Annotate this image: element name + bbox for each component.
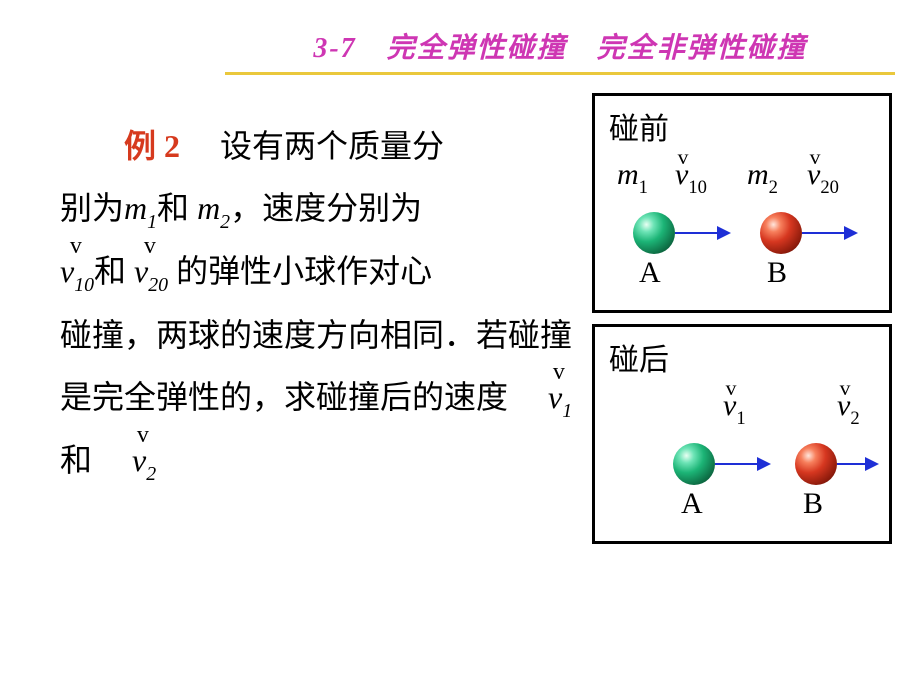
symbol-v10: vv10 bbox=[60, 240, 94, 303]
ball-a-before bbox=[633, 212, 675, 254]
symbol-v20: vv20 bbox=[134, 240, 168, 303]
example-number: 例 2 bbox=[124, 128, 180, 164]
arrow-a-before bbox=[675, 232, 729, 234]
symbol-m2: m2 bbox=[197, 190, 230, 226]
text-seg: 和 bbox=[157, 190, 189, 226]
text-seg: 碰撞，两球的速度方向相同．若碰撞是完全弹性的，求碰撞后的速度 bbox=[60, 317, 572, 415]
text-seg: 的弹性小球作对心 bbox=[176, 253, 432, 289]
text-seg: 和 bbox=[60, 442, 92, 478]
label-B-before: B bbox=[767, 256, 787, 290]
label-v2: vv2 bbox=[837, 389, 860, 428]
header-underline bbox=[225, 72, 895, 75]
arrow-b-before bbox=[802, 232, 856, 234]
header-title: 3-7 完全弹性碰撞 完全非弹性碰撞 bbox=[225, 26, 895, 66]
label-v20: vv20 bbox=[807, 158, 839, 197]
label-m2: m2 bbox=[747, 158, 778, 197]
arrow-a-after bbox=[715, 463, 769, 465]
example-body: 例 2 设有两个质量分 别为m1和 m2，速度分别为 vv10和 vv20 的弹… bbox=[60, 115, 580, 492]
diagram-before-label: 碰前 bbox=[609, 104, 669, 148]
symbol-v2: vv2 bbox=[132, 429, 156, 492]
label-A-after: A bbox=[681, 487, 703, 521]
ball-b-after bbox=[795, 443, 837, 485]
label-A-before: A bbox=[639, 256, 661, 290]
diagram-before-box: 碰前 m1 vv10 A m2 vv20 B bbox=[592, 93, 892, 313]
ball-b-before bbox=[760, 212, 802, 254]
symbol-m1: m1 bbox=[124, 190, 157, 226]
text-seg: 设有两个质量分 bbox=[220, 128, 444, 164]
symbol-v1: vv1 bbox=[548, 366, 572, 429]
label-v1: vv1 bbox=[723, 389, 746, 428]
diagram-after-box: 碰后 vv1 A vv2 B bbox=[592, 324, 892, 544]
ball-a-after bbox=[673, 443, 715, 485]
text-seg: ，速度分别为 bbox=[230, 190, 422, 226]
diagram-after-label: 碰后 bbox=[609, 335, 669, 379]
text-seg: 和 bbox=[94, 253, 126, 289]
label-m1: m1 bbox=[617, 158, 648, 197]
slide-header: 3-7 完全弹性碰撞 完全非弹性碰撞 bbox=[225, 26, 895, 75]
text-seg: 别为 bbox=[60, 190, 124, 226]
arrow-b-after bbox=[837, 463, 877, 465]
label-B-after: B bbox=[803, 487, 823, 521]
label-v10: vv10 bbox=[675, 158, 707, 197]
